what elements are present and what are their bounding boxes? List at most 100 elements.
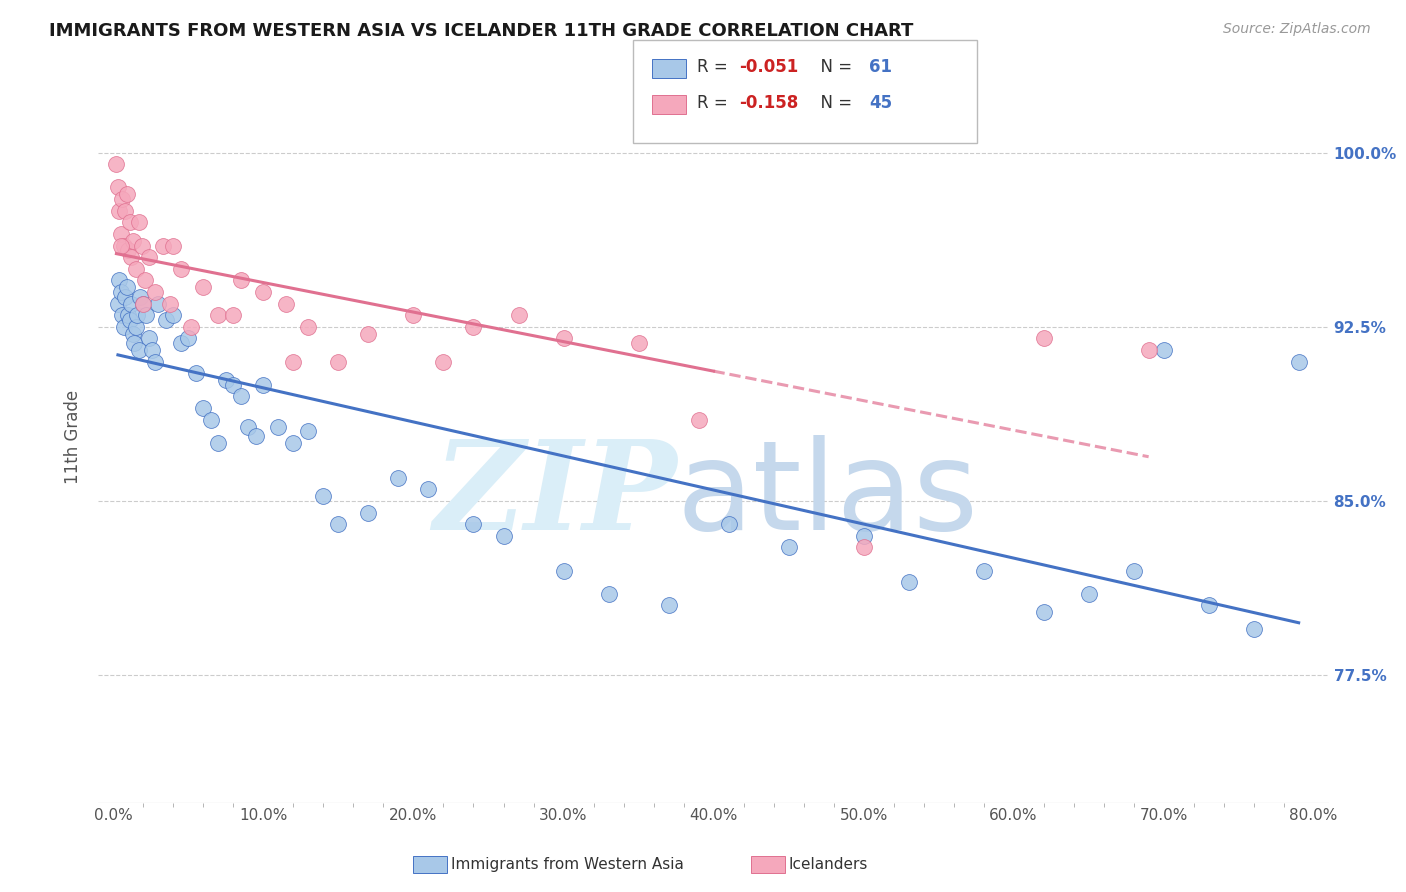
Point xyxy=(1122,564,1144,578)
Point xyxy=(328,517,350,532)
Point xyxy=(1032,331,1054,345)
Point xyxy=(229,389,252,403)
Point xyxy=(105,157,128,171)
Point xyxy=(155,313,177,327)
Point xyxy=(598,587,620,601)
Text: IMMIGRANTS FROM WESTERN ASIA VS ICELANDER 11TH GRADE CORRELATION CHART: IMMIGRANTS FROM WESTERN ASIA VS ICELANDE… xyxy=(49,22,914,40)
Point xyxy=(132,296,155,310)
Point xyxy=(114,290,136,304)
Point xyxy=(688,412,710,426)
Point xyxy=(432,354,454,368)
Point xyxy=(180,319,202,334)
Point xyxy=(117,308,139,322)
Point xyxy=(135,308,157,322)
Text: Immigrants from Western Asia: Immigrants from Western Asia xyxy=(451,857,685,871)
Point xyxy=(107,296,129,310)
Point xyxy=(897,575,920,590)
Point xyxy=(627,336,650,351)
Point xyxy=(357,506,380,520)
Point xyxy=(297,424,319,438)
Point xyxy=(120,250,142,264)
Point xyxy=(132,296,155,310)
Point xyxy=(145,285,167,299)
Point xyxy=(1032,606,1054,620)
Point xyxy=(162,238,184,252)
Point xyxy=(124,336,146,351)
Point xyxy=(170,336,193,351)
Point xyxy=(387,471,409,485)
Point xyxy=(120,296,142,310)
Point xyxy=(297,319,319,334)
Point xyxy=(852,529,875,543)
Point xyxy=(111,308,134,322)
Point xyxy=(215,373,238,387)
Point xyxy=(112,319,135,334)
Point xyxy=(283,436,305,450)
Point xyxy=(1198,599,1220,613)
Point xyxy=(1288,354,1310,368)
Point xyxy=(312,489,335,503)
Text: 45: 45 xyxy=(869,94,891,112)
Point xyxy=(112,238,135,252)
Point xyxy=(141,343,163,357)
Point xyxy=(1077,587,1099,601)
Point xyxy=(134,273,156,287)
Point xyxy=(357,326,380,341)
Point xyxy=(115,280,138,294)
Point xyxy=(717,517,740,532)
Point xyxy=(170,261,193,276)
Point xyxy=(657,599,679,613)
Point xyxy=(463,319,485,334)
Point xyxy=(118,313,141,327)
Y-axis label: 11th Grade: 11th Grade xyxy=(65,390,83,484)
Point xyxy=(402,308,425,322)
Point xyxy=(1153,343,1175,357)
Point xyxy=(193,401,215,415)
Text: 61: 61 xyxy=(869,58,891,76)
Point xyxy=(128,343,150,357)
Point xyxy=(1137,343,1160,357)
Point xyxy=(463,517,485,532)
Point xyxy=(252,285,274,299)
Point xyxy=(111,192,134,206)
Text: Icelanders: Icelanders xyxy=(789,857,868,871)
Point xyxy=(107,180,129,194)
Point xyxy=(852,541,875,555)
Point xyxy=(131,238,153,252)
Point xyxy=(148,296,170,310)
Point xyxy=(267,419,290,434)
Point xyxy=(184,366,207,380)
Point xyxy=(127,308,149,322)
Point xyxy=(108,273,131,287)
Point xyxy=(553,331,575,345)
Text: -0.158: -0.158 xyxy=(740,94,799,112)
Point xyxy=(778,541,800,555)
Text: atlas: atlas xyxy=(676,435,979,556)
Point xyxy=(117,243,139,257)
Point xyxy=(115,187,138,202)
Text: N =: N = xyxy=(810,94,858,112)
Point xyxy=(200,412,222,426)
Point xyxy=(222,377,245,392)
Point xyxy=(222,308,245,322)
Text: N =: N = xyxy=(810,58,858,76)
Point xyxy=(145,354,167,368)
Point xyxy=(118,215,141,229)
Text: Source: ZipAtlas.com: Source: ZipAtlas.com xyxy=(1223,22,1371,37)
Point xyxy=(328,354,350,368)
Point xyxy=(129,290,152,304)
Point xyxy=(492,529,515,543)
Point xyxy=(138,250,160,264)
Point xyxy=(193,280,215,294)
Point xyxy=(110,285,132,299)
Point xyxy=(125,319,148,334)
Point xyxy=(553,564,575,578)
Point xyxy=(122,326,145,341)
Point xyxy=(238,419,260,434)
Point xyxy=(1243,622,1265,636)
Text: ZIP: ZIP xyxy=(433,434,676,557)
Point xyxy=(418,483,440,497)
Text: R =: R = xyxy=(697,94,734,112)
Point xyxy=(245,429,267,443)
Point xyxy=(159,296,181,310)
